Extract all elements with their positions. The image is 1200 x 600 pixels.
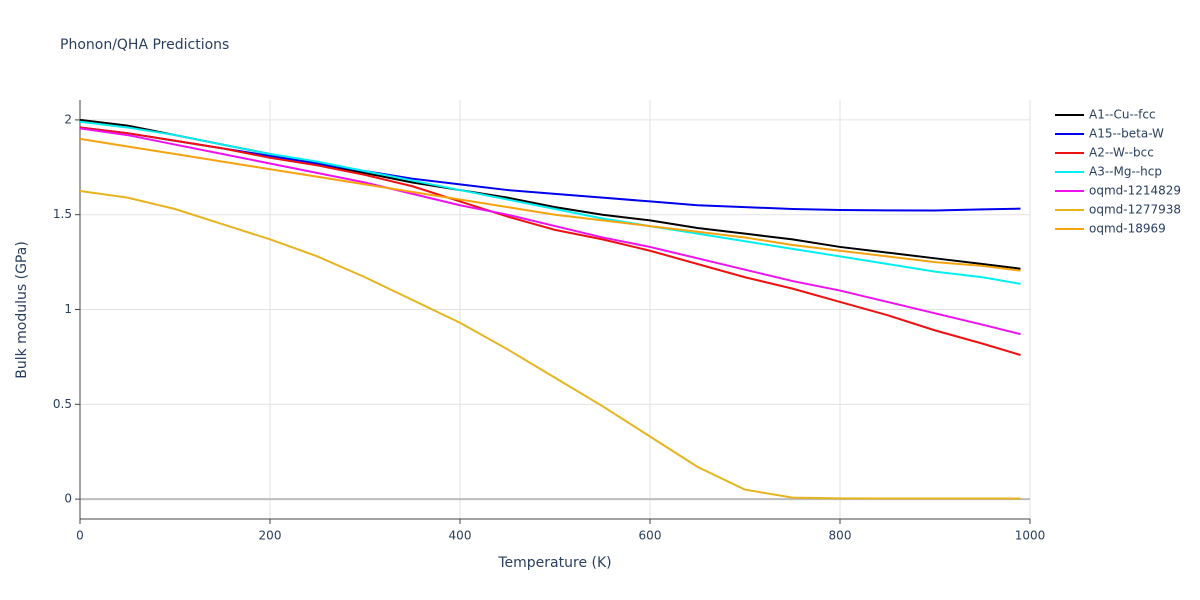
x-tick-label: 1000 <box>1015 529 1046 543</box>
line <box>79 126 1021 356</box>
y-tick-label: 1.5 <box>53 207 72 221</box>
x-axis-title: Temperature (K) <box>497 555 611 571</box>
legend-label: A15--beta-W <box>1089 127 1164 141</box>
legend-label: oqmd-1214829 <box>1089 184 1181 198</box>
legend-label: oqmd-18969 <box>1089 222 1166 236</box>
line <box>79 120 1021 285</box>
x-tick-label: 400 <box>449 529 472 543</box>
chart-title: Phonon/QHA Predictions <box>60 37 229 53</box>
y-tick-label: 0.5 <box>53 397 72 411</box>
line <box>79 127 1021 336</box>
legend-label: A2--W--bcc <box>1089 146 1154 160</box>
y-tick-label: 1 <box>64 302 72 316</box>
y-tick-label: 0 <box>64 492 72 506</box>
x-tick-label: 600 <box>639 529 662 543</box>
y-tick-label: 2 <box>64 112 72 126</box>
legend-label: A1--Cu--fcc <box>1089 108 1156 122</box>
x-tick-label: 800 <box>829 529 852 543</box>
x-tick-label: 0 <box>76 529 84 543</box>
legend-label: oqmd-1277938 <box>1089 203 1181 217</box>
line <box>79 190 1021 500</box>
legend-label: A3--Mg--hcp <box>1089 165 1162 179</box>
y-axis-title: Bulk modulus (GPa) <box>14 241 30 379</box>
line <box>79 137 1021 272</box>
x-tick-label: 200 <box>259 529 282 543</box>
